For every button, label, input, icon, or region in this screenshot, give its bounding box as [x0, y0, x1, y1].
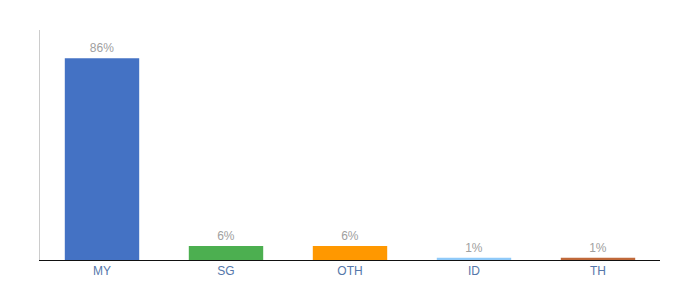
svg-text:SG: SG [217, 264, 234, 278]
svg-text:TH: TH [590, 264, 606, 278]
svg-text:86%: 86% [90, 41, 114, 55]
svg-text:1%: 1% [465, 241, 483, 255]
svg-text:OTH: OTH [337, 264, 362, 278]
svg-text:1%: 1% [589, 241, 607, 255]
svg-text:6%: 6% [217, 229, 235, 243]
svg-text:MY: MY [93, 264, 111, 278]
svg-text:ID: ID [468, 264, 480, 278]
svg-text:6%: 6% [341, 229, 359, 243]
